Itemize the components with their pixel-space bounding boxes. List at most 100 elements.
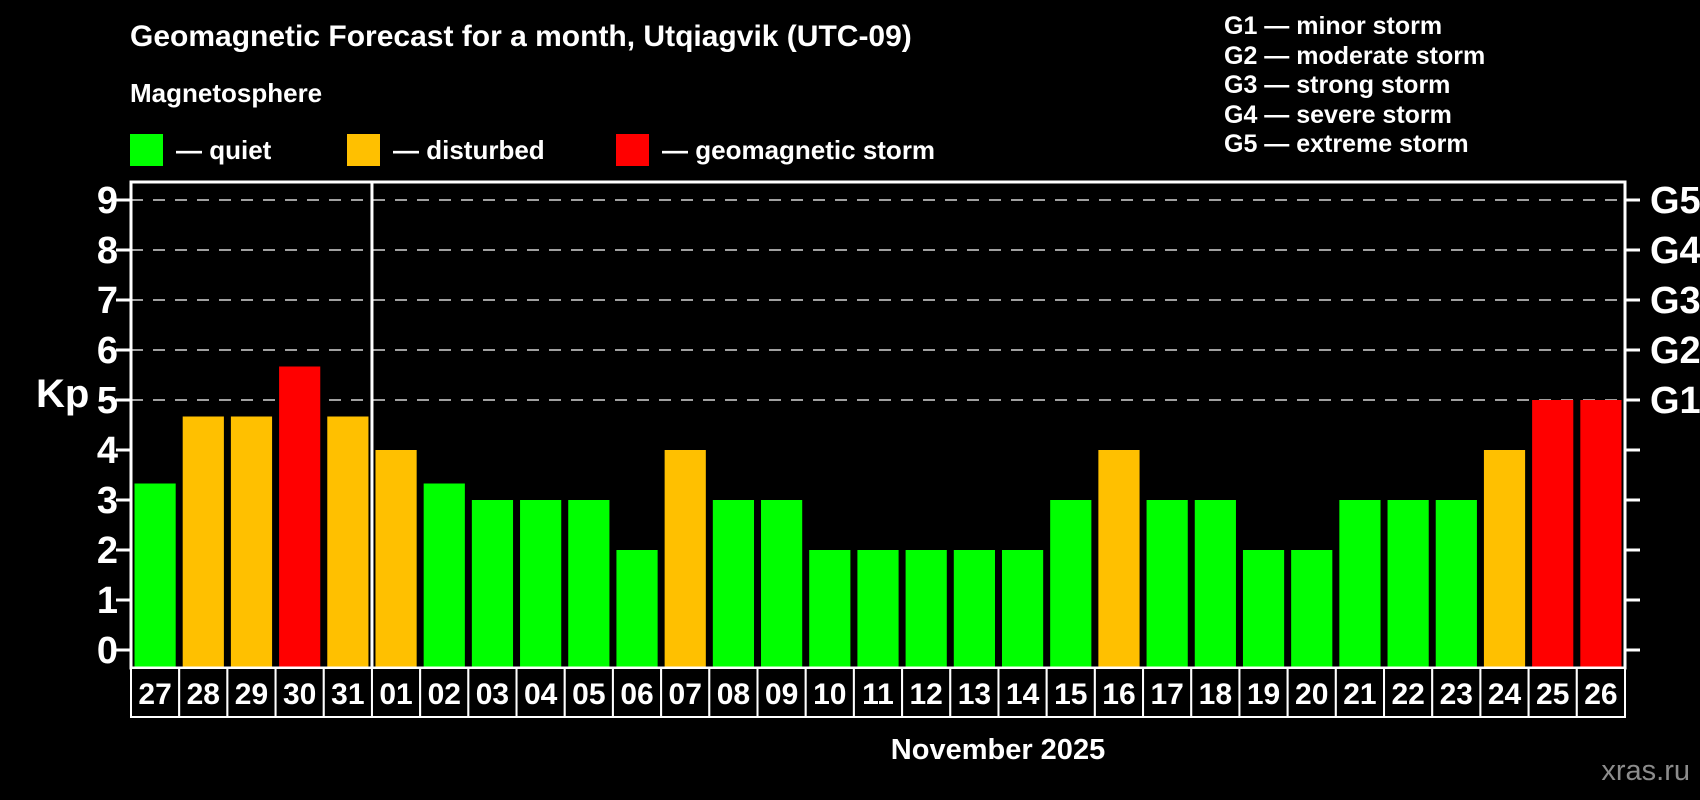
kp-bar-day-21 xyxy=(1339,500,1381,668)
day-label-03: 03 xyxy=(476,678,509,711)
day-cell-28 xyxy=(178,667,229,718)
ytick-label-3: 3 xyxy=(97,480,118,522)
kp-bar-day-17 xyxy=(1146,500,1188,668)
legend-item-quiet: — quiet xyxy=(130,134,271,166)
yaxis-title: Kp xyxy=(36,372,89,416)
kp-bar-day-24 xyxy=(1483,450,1526,668)
kp-bar-day-18 xyxy=(1194,500,1236,668)
kp-bar-day-08 xyxy=(712,500,755,668)
kp-bar-day-22 xyxy=(1387,500,1429,668)
day-label-20: 20 xyxy=(1295,678,1328,711)
day-label-02: 02 xyxy=(428,678,461,711)
day-cell-25 xyxy=(1527,667,1578,718)
day-cell-06 xyxy=(611,667,663,718)
day-cell-13 xyxy=(949,667,1000,718)
day-label-18: 18 xyxy=(1199,678,1232,711)
kp-bar-day-15 xyxy=(1050,500,1092,668)
right-axis-label-g4: G4 xyxy=(1650,230,1700,272)
kp-bar-day-11 xyxy=(857,550,899,668)
kp-bar-day-25 xyxy=(1532,400,1574,668)
kp-bar-day-30 xyxy=(279,366,321,668)
disturbed-color-swatch xyxy=(347,134,380,166)
storm-scale-g5: G5 — extreme storm xyxy=(1224,130,1469,159)
kp-bar-day-26 xyxy=(1580,400,1622,668)
day-label-27: 27 xyxy=(138,678,171,711)
storm-scale-g3: G3 — strong storm xyxy=(1224,71,1451,100)
kp-bar-day-04 xyxy=(520,500,562,668)
day-cell-17 xyxy=(1142,667,1193,718)
day-label-31: 31 xyxy=(331,678,364,711)
right-axis-label-g1: G1 xyxy=(1650,380,1700,422)
day-cell-19 xyxy=(1238,667,1289,718)
legend-item-storm: — geomagnetic storm xyxy=(616,134,935,166)
day-label-13: 13 xyxy=(958,678,991,711)
day-label-14: 14 xyxy=(1006,678,1040,711)
day-label-04: 04 xyxy=(524,678,558,711)
day-label-23: 23 xyxy=(1440,678,1473,711)
storm-scale-g4: G4 — severe storm xyxy=(1224,100,1452,129)
legend-label-disturbed: — disturbed xyxy=(393,134,545,165)
kp-bar-day-01 xyxy=(375,450,417,668)
kp-bar-day-23 xyxy=(1435,500,1477,668)
right-axis-label-g3: G3 xyxy=(1650,280,1700,322)
day-label-26: 26 xyxy=(1584,678,1617,711)
kp-bar-day-28 xyxy=(182,416,224,668)
day-label-09: 09 xyxy=(765,678,798,711)
kp-bar-day-07 xyxy=(664,450,706,668)
day-cell-10 xyxy=(804,667,855,718)
kp-bar-day-19 xyxy=(1242,550,1285,668)
xaxis-title: November 2025 xyxy=(890,734,1106,766)
day-label-12: 12 xyxy=(910,678,943,711)
chart-title: Geomagnetic Forecast for a month, Utqiag… xyxy=(130,20,912,53)
kp-bar-day-16 xyxy=(1098,450,1140,668)
kp-bar-day-20 xyxy=(1291,550,1333,668)
kp-bar-day-31 xyxy=(327,416,369,668)
day-label-06: 06 xyxy=(620,678,653,711)
day-label-08: 08 xyxy=(717,678,750,711)
day-label-17: 17 xyxy=(1150,678,1183,711)
day-label-11: 11 xyxy=(862,678,894,711)
ytick-label-8: 8 xyxy=(97,230,118,272)
day-cell-21 xyxy=(1334,667,1386,718)
day-label-30: 30 xyxy=(283,678,316,711)
storm-scale-legend: G1 — minor storm G2 — moderate storm G3 … xyxy=(1224,12,1485,160)
legend-label-storm: — geomagnetic storm xyxy=(662,134,936,165)
day-label-05: 05 xyxy=(572,678,605,711)
ytick-label-1: 1 xyxy=(97,580,118,622)
day-label-01: 01 xyxy=(379,678,412,711)
ytick-label-5: 5 xyxy=(97,380,118,422)
day-cell-26 xyxy=(1575,667,1626,718)
kp-bar-day-12 xyxy=(905,550,947,668)
ytick-label-7: 7 xyxy=(97,280,118,322)
day-cell-07 xyxy=(660,667,711,718)
ytick-label-9: 9 xyxy=(97,180,118,222)
day-label-07: 07 xyxy=(669,678,702,711)
day-label-22: 22 xyxy=(1391,678,1424,711)
watermark: xras.ru xyxy=(1601,755,1690,787)
quiet-color-swatch xyxy=(130,134,163,166)
month-separator-line xyxy=(370,182,374,668)
day-cell-22 xyxy=(1383,667,1434,718)
ytick-label-2: 2 xyxy=(97,530,118,572)
legend-label-quiet: — quiet xyxy=(176,134,272,165)
day-label-15: 15 xyxy=(1054,678,1087,711)
day-label-19: 19 xyxy=(1247,678,1280,711)
kp-bar-day-06 xyxy=(616,550,658,668)
kp-bar-day-03 xyxy=(471,500,514,668)
kp-bar-day-05 xyxy=(568,500,610,668)
right-axis-label-g5: G5 xyxy=(1650,180,1700,222)
storm-scale-g2: G2 — moderate storm xyxy=(1224,41,1486,70)
day-cell-12 xyxy=(901,667,952,718)
kp-bar-day-27 xyxy=(134,483,176,668)
day-label-16: 16 xyxy=(1102,678,1135,711)
ytick-label-4: 4 xyxy=(97,430,118,472)
kp-bar-day-14 xyxy=(1001,550,1044,668)
kp-bar-day-29 xyxy=(230,416,273,668)
day-cell-15 xyxy=(1045,667,1096,718)
kp-bar-day-10 xyxy=(809,550,851,668)
day-label-25: 25 xyxy=(1536,678,1569,711)
day-cell-14 xyxy=(997,667,1048,718)
day-cell-08 xyxy=(708,667,759,718)
day-cell-02 xyxy=(419,667,470,718)
